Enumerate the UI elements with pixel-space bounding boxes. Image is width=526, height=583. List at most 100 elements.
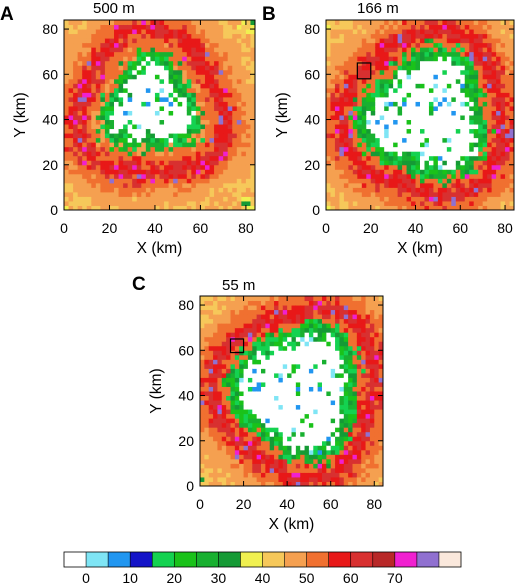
wind-cell — [451, 164, 457, 170]
wind-cell — [339, 309, 345, 315]
wind-cell — [278, 305, 284, 311]
wind-cell — [247, 436, 253, 442]
wind-cell — [287, 381, 292, 387]
wind-cell — [141, 92, 147, 98]
wind-cell — [442, 110, 448, 116]
wind-cell — [221, 463, 227, 469]
wind-cell — [136, 20, 142, 26]
wind-cell — [236, 51, 242, 57]
wind-cell — [348, 200, 354, 206]
wind-cell — [326, 124, 331, 130]
wind-cell — [209, 205, 215, 211]
wind-cell — [334, 47, 340, 53]
wind-cell — [339, 395, 345, 401]
wind-cell — [114, 33, 120, 39]
wind-cell — [136, 92, 142, 98]
wind-cell — [322, 386, 327, 392]
wind-cell — [433, 191, 439, 197]
wind-cell — [370, 29, 376, 35]
wind-cell — [227, 69, 233, 75]
wind-cell — [243, 463, 249, 469]
wind-cell — [402, 20, 408, 26]
wind-cell — [343, 155, 349, 161]
wind-cell — [208, 359, 214, 365]
wind-cell — [437, 173, 443, 179]
wind-cell — [500, 74, 506, 80]
wind-cell — [482, 115, 488, 121]
wind-cell — [370, 137, 376, 143]
wind-cell — [313, 341, 319, 347]
wind-cell — [433, 42, 439, 48]
wind-cell — [352, 105, 358, 111]
wind-cell — [245, 115, 251, 121]
wind-cell — [82, 178, 88, 184]
wind-cell — [91, 151, 97, 157]
wind-cell — [104, 42, 110, 48]
wind-cell — [100, 137, 106, 143]
wind-cell — [330, 60, 336, 66]
wind-cell — [150, 92, 156, 98]
wind-cell — [104, 169, 110, 175]
wind-cell — [442, 187, 448, 193]
wind-cell — [505, 101, 511, 107]
wind-cell — [159, 155, 165, 161]
wind-cell — [334, 187, 340, 193]
wind-cell — [245, 20, 251, 26]
wind-cell — [361, 24, 367, 30]
wind-cell — [343, 133, 349, 139]
wind-cell — [322, 300, 327, 306]
wind-cell — [223, 33, 229, 39]
wind-cell — [464, 29, 470, 35]
wind-cell — [243, 363, 249, 369]
wind-cell — [230, 327, 236, 333]
wind-cell — [168, 20, 174, 26]
wind-cell — [173, 142, 179, 148]
wind-cell — [123, 60, 129, 66]
wind-cell — [287, 377, 292, 383]
wind-cell — [239, 458, 245, 464]
wind-cell — [218, 69, 224, 75]
wind-cell — [411, 205, 417, 211]
wind-cell — [227, 155, 233, 161]
wind-cell — [200, 395, 205, 401]
wind-cell — [265, 372, 271, 378]
wind-cell — [352, 29, 358, 35]
wind-cell — [291, 323, 297, 329]
wind-cell — [287, 372, 292, 378]
wind-cell — [402, 142, 408, 148]
wind-cell — [304, 372, 310, 378]
wind-cell — [326, 368, 332, 374]
wind-cell — [287, 350, 292, 356]
wind-cell — [424, 133, 430, 139]
wind-cell — [239, 381, 245, 387]
wind-cell — [269, 341, 275, 347]
wind-cell — [388, 65, 394, 71]
wind-cell — [217, 305, 223, 311]
wind-cell — [150, 169, 156, 175]
wind-cell — [397, 196, 403, 202]
wind-cell — [496, 146, 502, 152]
wind-cell — [186, 33, 192, 39]
wind-cell — [227, 33, 233, 39]
wind-cell — [232, 173, 238, 179]
wind-cell — [455, 200, 461, 206]
wind-cell — [252, 431, 258, 437]
wind-cell — [274, 368, 279, 374]
wind-cell — [433, 169, 439, 175]
wind-cell — [278, 341, 284, 347]
wind-cell — [164, 29, 170, 35]
wind-cell — [509, 65, 515, 71]
wind-cell — [239, 431, 245, 437]
wind-cell — [127, 42, 133, 48]
wind-cell — [145, 187, 151, 193]
wind-cell — [428, 110, 434, 116]
wind-cell — [141, 155, 147, 161]
wind-cell — [127, 137, 133, 143]
wind-cell — [243, 413, 249, 419]
wind-cell — [291, 418, 297, 424]
wind-cell — [114, 151, 120, 157]
wind-cell — [164, 69, 170, 75]
wind-cell — [114, 200, 120, 206]
wind-cell — [287, 427, 292, 433]
wind-cell — [308, 449, 314, 455]
